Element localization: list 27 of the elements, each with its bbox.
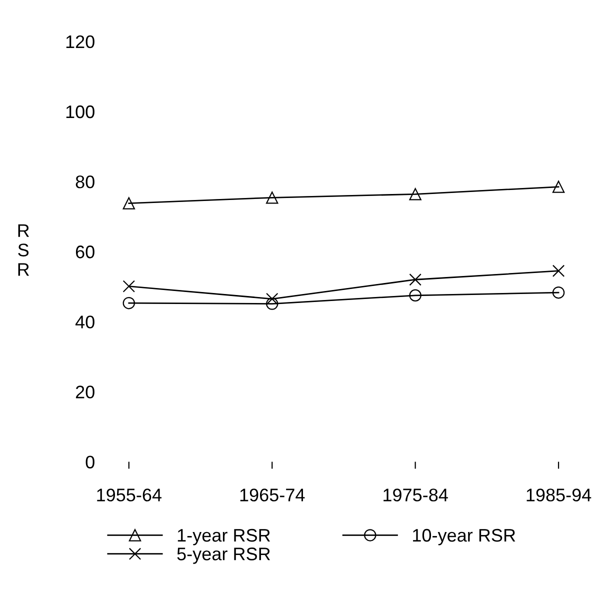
legend-label: 10-year RSR	[413, 528, 516, 546]
point	[409, 188, 422, 200]
y-tick-label: 0	[86, 456, 94, 468]
point	[552, 264, 565, 277]
legend-label: 5-year RSR	[177, 548, 270, 564]
point	[266, 192, 278, 204]
point	[266, 298, 278, 310]
point	[122, 197, 135, 210]
point	[122, 280, 135, 292]
point	[552, 180, 565, 193]
y-tick-label: 120	[66, 35, 94, 48]
y-axis-title: R S R	[18, 224, 30, 276]
x-tick-label: 1955-64	[97, 488, 162, 502]
y-tick-label: 40	[75, 316, 94, 328]
y-tick-label: 100	[66, 105, 94, 118]
x-tick-label: 1985-94	[526, 488, 592, 502]
y-tick-label: 80	[76, 175, 94, 188]
y-tick-label: 60	[76, 246, 94, 258]
y-tick-label: 20	[76, 386, 94, 398]
x-tick-label: 1975-84	[384, 488, 448, 502]
point	[409, 274, 422, 286]
point	[552, 286, 565, 299]
point	[122, 296, 135, 310]
x-tick-label: 1965-74	[240, 488, 305, 502]
legend-label: 1-year RSR	[178, 528, 270, 546]
point	[409, 289, 422, 302]
point	[266, 292, 278, 305]
